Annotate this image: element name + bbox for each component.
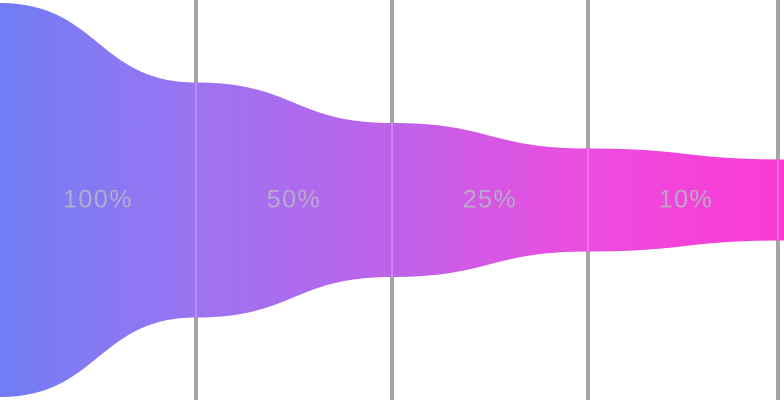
funnel-shape bbox=[0, 3, 784, 397]
